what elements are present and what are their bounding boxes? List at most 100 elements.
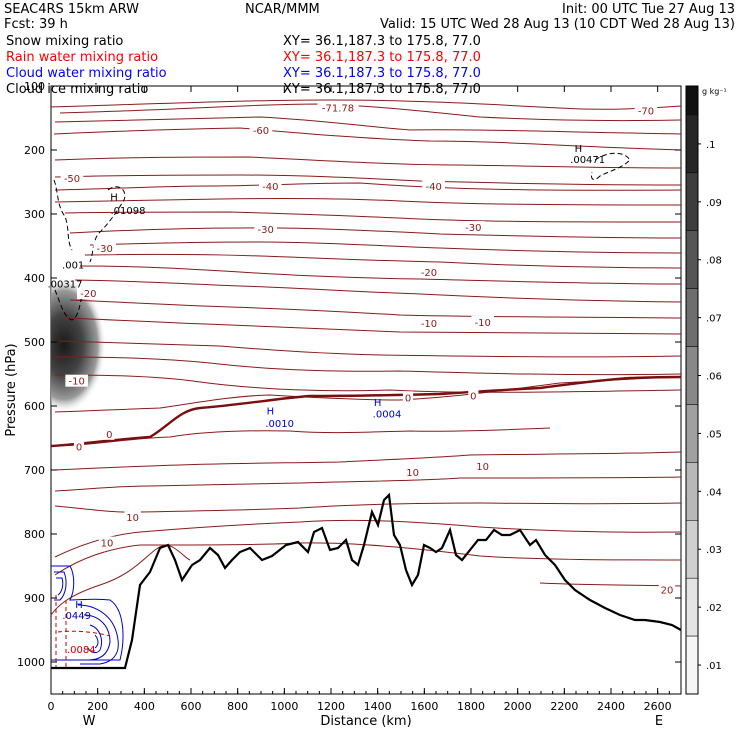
x-tick-label: 1200 [317,700,345,713]
colorbar-cell [685,114,699,174]
isotherm-label-bg [124,511,141,523]
terrain-line [51,492,682,670]
y-tick-label: 900 [24,592,45,605]
colorbar-cell [685,404,699,463]
cloud-water-contour [94,634,99,649]
colorbar-label: .05 [706,429,722,440]
isotherm-label-bg [77,287,100,299]
isotherm-line [69,299,681,319]
colorbar-cell [685,520,699,579]
isotherm-label: 20 [661,585,674,596]
isotherm-line [54,374,681,393]
isotherm-line [89,241,681,254]
east-label: E [655,714,663,729]
isotherm-label: -40 [262,182,278,193]
colorbar-cell [685,288,699,347]
colorbar-cell [685,635,699,695]
y-tick-label: 300 [24,208,45,221]
isotherm-label-bg [104,427,115,440]
x-tick-label: 0 [48,700,55,713]
isotherm-label-bg [634,104,658,117]
y-tick-label: 600 [24,400,45,413]
field-label-snow: Snow mixing ratio [6,34,123,49]
field-label-cloud-water: Cloud water mixing ratio [6,66,167,81]
x-axis-title: Distance (km) [320,714,411,729]
model-title: SEAC4RS 15km ARW [4,2,139,17]
max-annotation: .0004 [373,410,402,421]
isotherm-label-bg [317,101,359,114]
max-annotation: .0010 [265,419,294,430]
isotherm-line [59,103,681,122]
isotherm-label: -30 [96,244,112,255]
field-xy-snow: XY= 36.1,187.3 to 175.8, 77.0 [283,34,481,49]
isotherm-label-bg [471,315,494,328]
cloud-water-contour [56,577,64,596]
isotherm-label-bg [249,123,273,136]
isotherm-label: 0 [76,443,82,454]
ice-contour [53,179,73,251]
isotherm-label-bg [98,536,116,549]
isotherm-label-bg [60,171,84,184]
x-tick-label: 1000 [270,700,298,713]
colorbar-unit: g kg⁻¹ [702,87,727,96]
isotherm-label: 0 [106,430,112,441]
max-annotation: H [75,600,83,611]
isotherm-label-bg [468,389,479,402]
x-tick-label: 1600 [410,700,438,713]
isotherm-label-bg [259,180,282,193]
isotherm-label: 0 [470,391,476,402]
isotherm-label-bg [422,180,445,193]
colorbar-label: .08 [706,256,722,267]
y-tick-label: 500 [24,336,45,349]
x-tick-label: 2000 [504,700,532,713]
x-tick-label: 2400 [597,700,625,713]
colorbar-cell [685,172,699,232]
isotherm-line [54,502,681,513]
y-tick-label: 800 [24,528,45,541]
isotherm-label: -50 [64,174,80,185]
isotherm-line [51,99,681,110]
field-xy-cloud-water: XY= 36.1,187.3 to 175.8, 77.0 [283,66,481,81]
colorbar-cell [685,577,699,637]
colorbar-label: .06 [706,372,722,383]
x-tick-label: 1400 [364,700,392,713]
isotherm-line [64,317,681,335]
y-tick-label: 1000 [17,656,45,669]
isotherm-label: 10 [101,539,114,550]
isotherm-label: -70 [638,107,654,118]
colorbar-frame [685,85,699,695]
isotherm-line [54,376,681,413]
isotherm-label-bg [73,440,85,453]
max-annotation: H [110,193,118,204]
colorbar-cell [685,346,699,405]
snow-shading [51,277,106,413]
max-annotation: H [267,406,275,417]
isotherm-line [53,127,681,151]
isotherm-line [51,544,191,616]
isotherm-label-bg [402,391,414,404]
isotherm-line [74,279,681,303]
isotherm-line [79,265,681,285]
ice-contour [54,289,83,321]
colorbar-cell [686,86,698,115]
cloud-water-contours [51,565,124,665]
isotherm-label: 0 [405,393,411,404]
x-tick-label: 600 [181,700,202,713]
isotherm-label: -30 [257,225,273,236]
isotherm-label: -10 [68,377,84,388]
isotherm-label-bg [658,583,676,596]
max-annotation: .0084 [67,645,96,656]
x-tick-label: 1800 [457,700,485,713]
colorbar-label: .09 [706,198,722,209]
isotherm-line [54,156,681,169]
init-time: Init: 00 UTC Tue 27 Aug 13 [562,2,735,17]
isotherm-line [54,174,681,186]
cloud-water-contour [87,624,103,654]
colorbar-cell [685,462,699,521]
isotherm-label: -20 [80,289,96,300]
colorbar-cell [685,230,699,289]
max-annotation: .001 [62,260,84,271]
max-annotation: .00317 [48,280,83,291]
field-label-rain: Rain water mixing ratio [6,50,158,65]
isotherm-line [69,227,681,239]
